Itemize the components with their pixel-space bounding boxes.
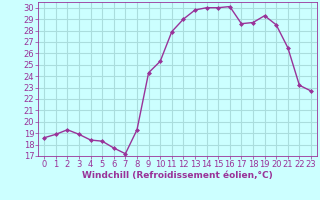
X-axis label: Windchill (Refroidissement éolien,°C): Windchill (Refroidissement éolien,°C) <box>82 171 273 180</box>
